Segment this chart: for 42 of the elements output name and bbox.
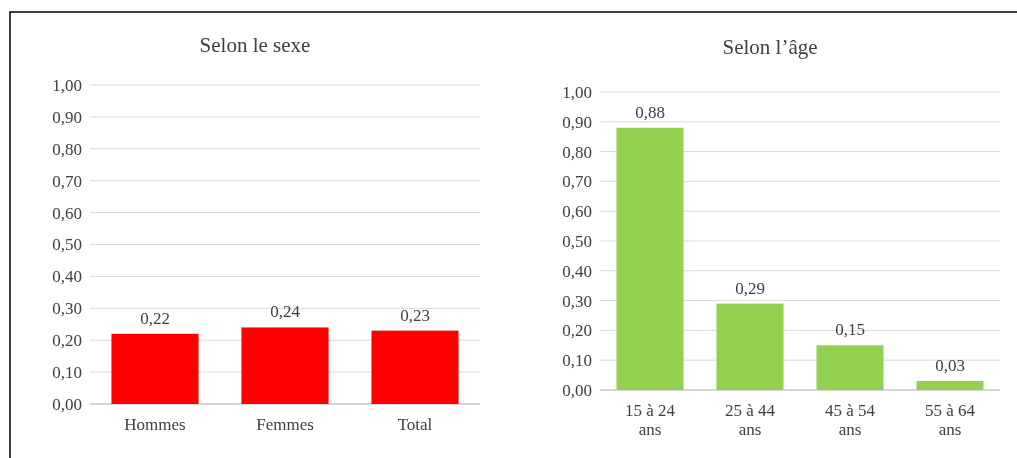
- x-tick-label: 25 à 44 ans: [724, 401, 776, 439]
- bar: [616, 127, 684, 390]
- y-tick-label: 0,60: [52, 203, 82, 223]
- x-tick-label: 55 à 64 ans: [924, 401, 976, 439]
- y-tick-label: 0,70: [52, 171, 82, 191]
- y-tick-label: 0,30: [52, 299, 82, 319]
- y-tick-label: 0,40: [562, 261, 592, 281]
- y-tick-label: 0,80: [52, 139, 82, 159]
- data-label: 0,29: [735, 278, 765, 298]
- y-tick-label: 0,50: [52, 235, 82, 255]
- y-tick-label: 0,00: [562, 380, 592, 400]
- x-tick-label: Femmes: [256, 415, 314, 434]
- y-tick-label: 0,20: [562, 321, 592, 341]
- y-tick-label: 0,10: [52, 363, 82, 383]
- y-tick-label: 1,00: [562, 82, 592, 102]
- bar: [816, 345, 884, 390]
- chart-title: Selon l’âge: [722, 35, 818, 59]
- data-label: 0,22: [140, 308, 170, 328]
- y-tick-label: 1,00: [52, 75, 82, 95]
- x-tick-label: Total: [397, 415, 433, 434]
- y-tick-label: 0,00: [52, 394, 82, 414]
- y-tick-label: 0,10: [562, 351, 592, 371]
- x-tick-label: 15 à 24 ans: [624, 401, 676, 439]
- y-tick-label: 0,20: [52, 331, 82, 351]
- x-tick-label: Hommes: [124, 415, 186, 434]
- data-label: 0,15: [835, 320, 865, 340]
- y-tick-label: 0,50: [562, 231, 592, 251]
- y-tick-label: 0,90: [52, 107, 82, 127]
- bar: [916, 381, 984, 390]
- data-label: 0,03: [935, 356, 965, 376]
- data-label: 0,88: [635, 102, 665, 122]
- chart-title: Selon le sexe: [199, 33, 311, 57]
- y-tick-label: 0,30: [562, 291, 592, 311]
- y-tick-label: 0,80: [562, 142, 592, 162]
- y-tick-label: 0,60: [562, 202, 592, 222]
- bar: [716, 303, 784, 390]
- data-label: 0,23: [400, 305, 430, 325]
- y-tick-label: 0,70: [562, 172, 592, 192]
- y-tick-label: 0,40: [52, 267, 82, 287]
- data-label: 0,24: [270, 302, 301, 322]
- x-tick-label: 45 à 54 ans: [824, 401, 876, 439]
- y-tick-label: 0,90: [562, 112, 592, 132]
